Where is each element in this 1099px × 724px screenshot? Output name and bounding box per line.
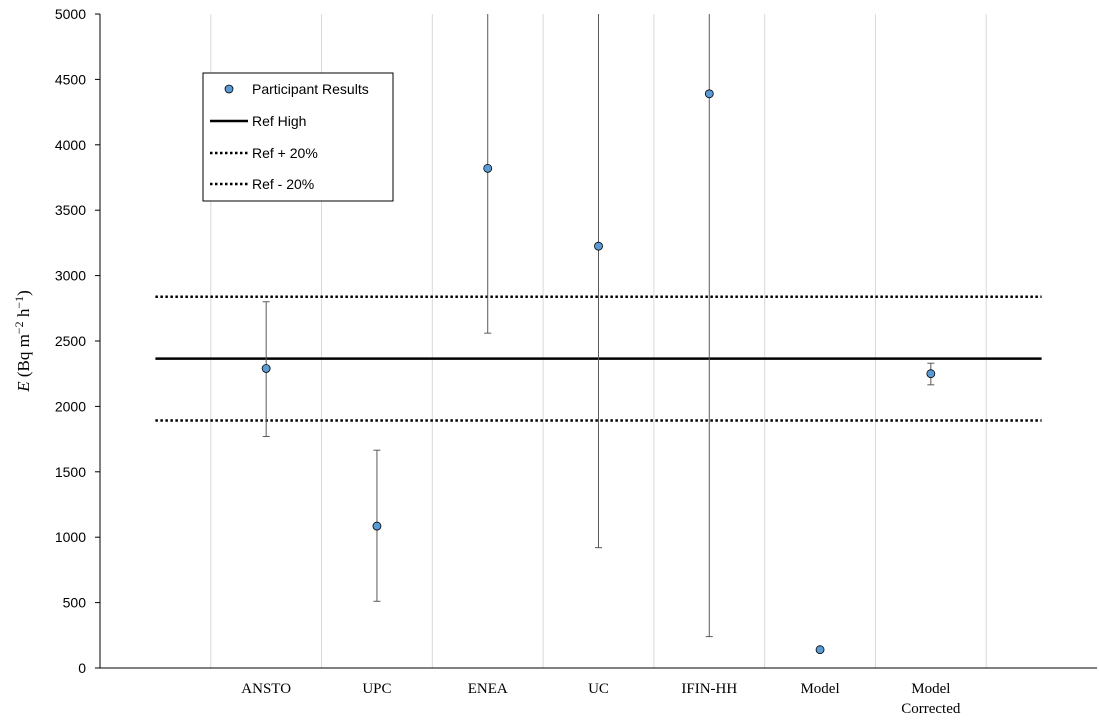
legend-label-participant: Participant Results	[252, 81, 369, 97]
y-tick-label: 0	[78, 660, 86, 676]
data-point	[483, 163, 493, 173]
legend-label-ref-high: Ref High	[252, 113, 306, 129]
data-point	[261, 364, 271, 373]
x-tick-label: UPC	[362, 681, 391, 697]
x-tick-label: UC	[588, 681, 609, 697]
y-tick-label: 2000	[55, 398, 86, 414]
data-points	[261, 89, 936, 655]
data-point	[704, 89, 714, 99]
y-tick-label: 5000	[55, 6, 86, 22]
y-tick-label: 2500	[55, 333, 86, 349]
legend-label-ref-plus: Ref + 20%	[252, 145, 318, 161]
x-tick-labels: ANSTO UPC ENEA UC IFIN-HH Model Model Corrected	[241, 681, 961, 717]
legend-marker-participant	[224, 84, 234, 94]
y-tick-labels: 0 500 1000 1500 2000 2500 3000 3500 4000 4500 5000	[55, 6, 100, 676]
data-point	[594, 241, 603, 251]
y-tick-label: 500	[63, 595, 87, 611]
legend-box	[202, 72, 394, 202]
data-point	[815, 645, 825, 655]
legend-label-ref-minus: Ref - 20%	[252, 176, 314, 192]
y-tick-label: 3000	[55, 268, 86, 284]
data-point	[926, 369, 936, 379]
legend: Participant Results Ref High Ref + 20% R…	[202, 72, 394, 202]
data-point	[372, 521, 382, 531]
y-tick-label: 4500	[55, 71, 86, 87]
y-tick-label: 1500	[55, 464, 86, 480]
x-tick-label: ANSTO	[241, 681, 291, 697]
x-tick-label: IFIN-HH	[681, 681, 737, 697]
y-axis-label: E (Bq m−2 h−1)	[12, 290, 33, 393]
x-tick-label: ENEA	[468, 681, 508, 697]
y-tick-label: 3500	[55, 202, 86, 218]
y-tick-label: 4000	[55, 137, 86, 153]
y-tick-label: 1000	[55, 529, 86, 545]
x-tick-label: Model	[800, 681, 839, 697]
x-tick-label: Model Corrected	[901, 681, 961, 717]
